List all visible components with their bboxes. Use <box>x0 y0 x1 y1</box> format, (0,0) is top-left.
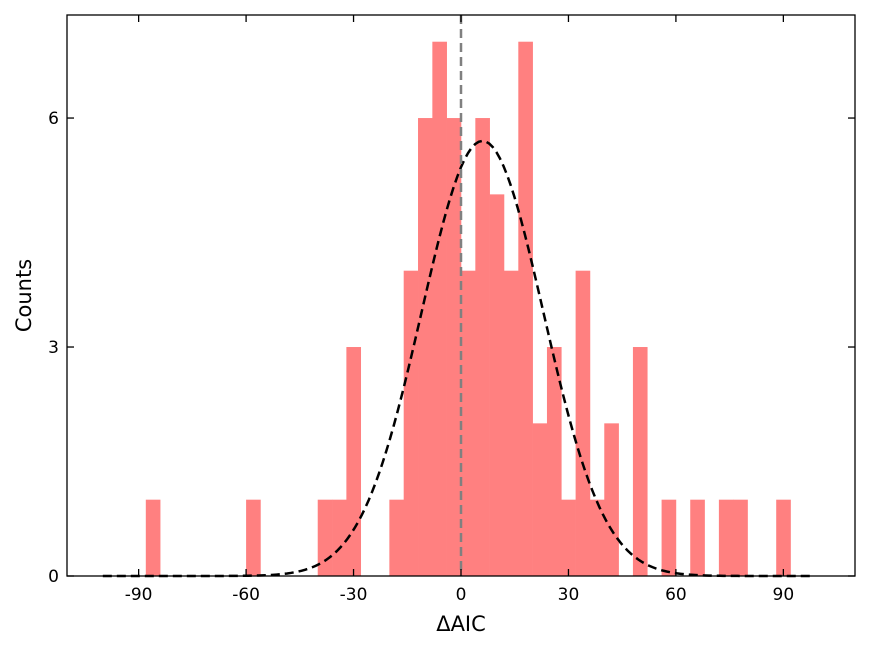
histogram-bar <box>418 118 433 576</box>
histogram-bar <box>532 423 548 576</box>
histogram-bar <box>389 499 404 576</box>
histogram-bars <box>145 41 791 576</box>
histogram-bar <box>546 347 562 576</box>
x-tick-label: 90 <box>773 585 795 605</box>
y-tick-label: 6 <box>48 109 59 129</box>
histogram-bar <box>461 270 476 576</box>
histogram-bar <box>776 499 791 576</box>
x-tick-label: -90 <box>125 585 153 605</box>
histogram-bar <box>475 118 490 576</box>
histogram-bar <box>346 347 362 576</box>
histogram-bar <box>432 41 447 576</box>
y-tick-label: 0 <box>48 567 59 587</box>
histogram-bar <box>632 347 648 576</box>
histogram-bar <box>446 118 462 576</box>
histogram-bar <box>332 499 347 576</box>
histogram-bar <box>518 41 533 576</box>
x-axis-label: ΔAIC <box>436 612 486 636</box>
y-tick-label: 3 <box>48 338 59 358</box>
histogram-bar <box>561 499 576 576</box>
histogram-bar <box>604 423 619 576</box>
histogram-bar <box>589 499 605 576</box>
histogram-bar <box>489 194 505 576</box>
histogram-bar <box>690 499 705 576</box>
histogram-bar <box>718 499 734 576</box>
histogram-bar <box>145 499 161 576</box>
histogram-bar <box>661 499 677 576</box>
x-tick-label: 0 <box>456 585 467 605</box>
x-tick-label: 60 <box>665 585 687 605</box>
histogram-bar <box>403 270 419 576</box>
x-tick-label: -60 <box>232 585 260 605</box>
x-tick-label: -30 <box>340 585 368 605</box>
histogram-bar <box>503 270 519 576</box>
histogram-bar <box>246 499 261 576</box>
histogram-bar <box>575 270 591 576</box>
axis-ticks <box>67 15 855 577</box>
y-axis-label: Counts <box>12 259 36 332</box>
histogram-bar <box>733 499 748 576</box>
tick-labels: -90 -60 -30 0 30 60 90 0 3 6 <box>48 109 794 605</box>
x-tick-label: 30 <box>558 585 580 605</box>
